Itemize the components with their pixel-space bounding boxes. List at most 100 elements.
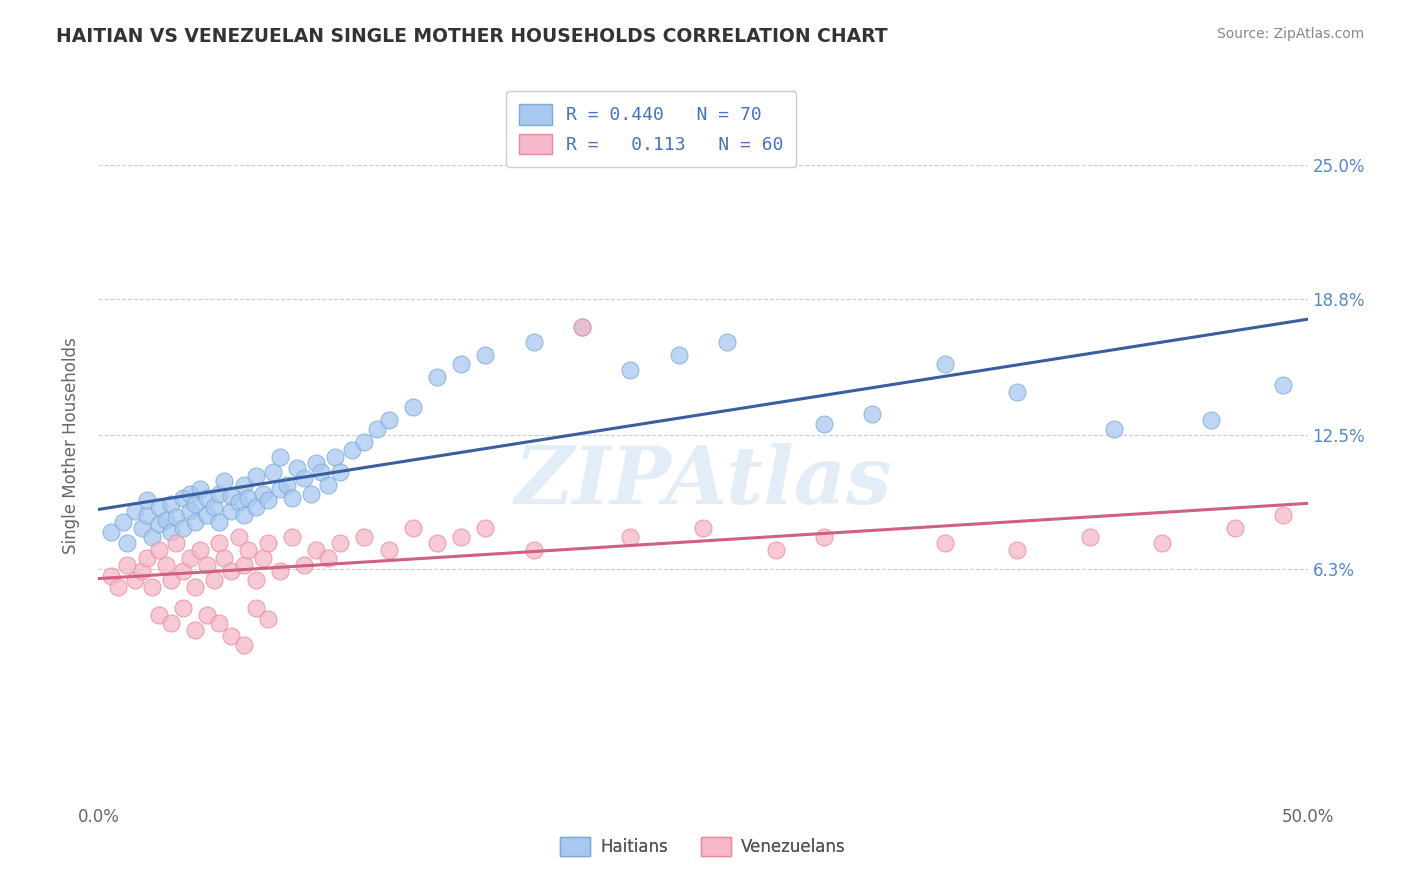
Point <box>353 530 375 544</box>
Point <box>366 422 388 436</box>
Point <box>353 434 375 449</box>
Point <box>141 530 163 544</box>
Point <box>208 486 231 500</box>
Point <box>276 478 298 492</box>
Point <box>813 530 835 544</box>
Point <box>402 521 425 535</box>
Point <box>269 565 291 579</box>
Point <box>329 465 352 479</box>
Point <box>329 536 352 550</box>
Point <box>232 508 254 523</box>
Point <box>160 573 183 587</box>
Point <box>1199 413 1222 427</box>
Point <box>232 638 254 652</box>
Point <box>135 508 157 523</box>
Point <box>232 558 254 572</box>
Point <box>221 489 243 503</box>
Point <box>245 601 267 615</box>
Point <box>299 486 322 500</box>
Legend: Haitians, Venezuelans: Haitians, Venezuelans <box>550 827 856 866</box>
Y-axis label: Single Mother Households: Single Mother Households <box>62 338 80 554</box>
Point <box>813 417 835 432</box>
Point <box>305 542 328 557</box>
Point <box>860 407 883 421</box>
Point <box>148 542 170 557</box>
Point <box>342 443 364 458</box>
Point <box>100 568 122 582</box>
Point <box>1078 530 1101 544</box>
Point <box>117 558 139 572</box>
Point <box>571 320 593 334</box>
Point <box>172 521 194 535</box>
Point <box>309 465 332 479</box>
Point <box>245 500 267 514</box>
Point <box>377 542 399 557</box>
Point <box>100 525 122 540</box>
Point <box>204 573 226 587</box>
Point <box>184 623 207 637</box>
Point <box>692 521 714 535</box>
Point <box>262 465 284 479</box>
Point <box>172 565 194 579</box>
Point <box>172 491 194 505</box>
Point <box>208 515 231 529</box>
Point <box>188 542 211 557</box>
Point <box>204 500 226 514</box>
Point <box>221 565 243 579</box>
Point <box>184 515 207 529</box>
Point <box>619 530 641 544</box>
Point <box>179 551 201 566</box>
Point <box>160 525 183 540</box>
Point <box>238 542 260 557</box>
Point <box>111 515 134 529</box>
Point <box>179 504 201 518</box>
Point <box>245 573 267 587</box>
Point <box>316 478 339 492</box>
Point <box>184 580 207 594</box>
Point <box>117 536 139 550</box>
Point <box>619 363 641 377</box>
Point <box>148 500 170 514</box>
Point <box>141 580 163 594</box>
Point <box>135 551 157 566</box>
Point <box>228 530 250 544</box>
Point <box>165 510 187 524</box>
Point <box>426 369 449 384</box>
Point <box>934 536 956 550</box>
Point <box>135 493 157 508</box>
Point <box>228 495 250 509</box>
Point <box>1152 536 1174 550</box>
Point <box>474 521 496 535</box>
Point <box>148 607 170 622</box>
Point <box>172 601 194 615</box>
Text: ZIPAtlas: ZIPAtlas <box>515 443 891 520</box>
Point <box>1272 508 1295 523</box>
Point <box>426 536 449 550</box>
Point <box>252 486 274 500</box>
Point <box>285 460 308 475</box>
Point <box>716 335 738 350</box>
Point <box>107 580 129 594</box>
Point <box>1223 521 1246 535</box>
Point <box>325 450 347 464</box>
Point <box>184 497 207 511</box>
Point <box>208 536 231 550</box>
Point <box>179 486 201 500</box>
Point <box>188 482 211 496</box>
Point <box>155 512 177 526</box>
Point <box>212 474 235 488</box>
Point <box>571 320 593 334</box>
Point <box>256 536 278 550</box>
Point <box>377 413 399 427</box>
Point <box>292 471 315 485</box>
Point <box>245 469 267 483</box>
Point <box>195 508 218 523</box>
Point <box>305 456 328 470</box>
Point <box>195 491 218 505</box>
Point <box>934 357 956 371</box>
Point <box>160 497 183 511</box>
Point <box>124 573 146 587</box>
Point <box>1272 378 1295 392</box>
Point <box>256 612 278 626</box>
Point <box>281 491 304 505</box>
